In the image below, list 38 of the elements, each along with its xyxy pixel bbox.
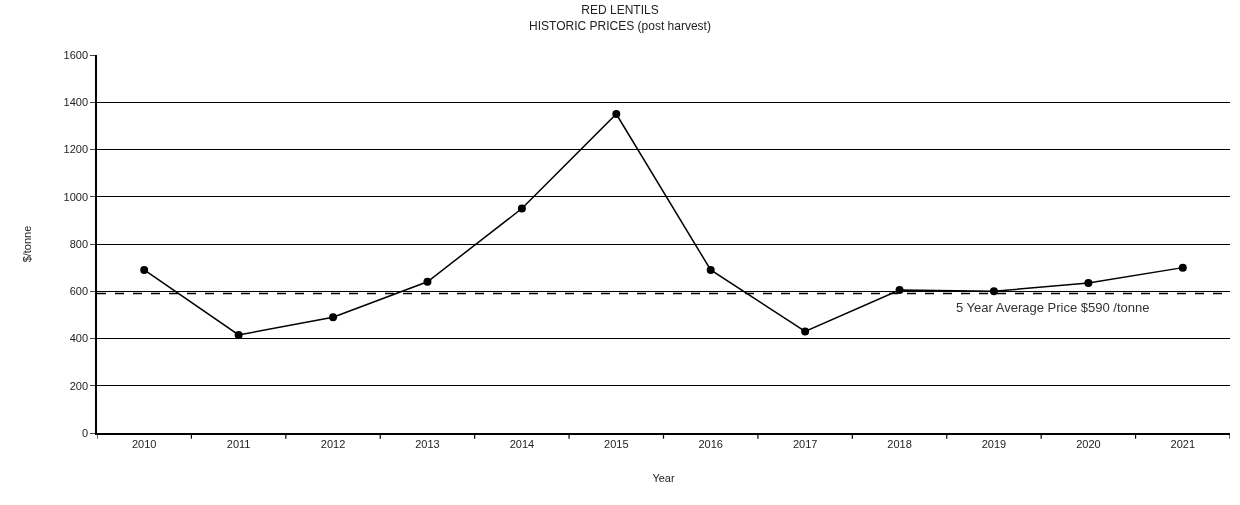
x-tick-label: 2018 xyxy=(887,437,912,450)
y-tick-label: 200 xyxy=(69,379,89,392)
y-tick-label: 1600 xyxy=(63,48,89,61)
ref-line-label: 5 Year Average Price $590 /tonne xyxy=(956,300,1150,315)
point xyxy=(234,330,243,339)
point xyxy=(140,265,149,274)
x-tick-label: 2015 xyxy=(604,437,629,450)
y-tick-label: 800 xyxy=(69,237,89,250)
y-tick-label: 1400 xyxy=(63,96,89,109)
x-tick-label: 2011 xyxy=(226,437,251,450)
chart-subtitle: HISTORIC PRICES (post harvest) xyxy=(529,19,711,33)
y-tick-label: 1200 xyxy=(63,143,89,156)
point xyxy=(989,287,998,296)
y-tick-label: 400 xyxy=(69,332,89,345)
x-tick-label: 2020 xyxy=(1076,437,1101,450)
x-tick-label: 2017 xyxy=(792,437,818,450)
y-tick-label: 0 xyxy=(81,426,89,439)
chart-title: RED LENTILS xyxy=(581,3,659,18)
point xyxy=(1084,278,1093,287)
point xyxy=(423,277,432,286)
point xyxy=(801,327,810,336)
x-tick-label: 2021 xyxy=(1170,437,1196,450)
x-tick-label: 2014 xyxy=(509,437,535,450)
y-tick-label: 1000 xyxy=(63,190,89,203)
x-tick-label: 2012 xyxy=(320,437,346,450)
point xyxy=(1178,263,1187,272)
x-axis-title: Year xyxy=(652,471,675,484)
point xyxy=(706,265,715,274)
x-tick-label: 2010 xyxy=(131,437,157,450)
point xyxy=(329,313,338,322)
x-tick-label: 2016 xyxy=(698,437,723,450)
point xyxy=(517,204,526,213)
y-tick-label: 600 xyxy=(69,285,89,298)
point xyxy=(612,110,621,119)
x-tick-label: 2019 xyxy=(981,437,1007,450)
x-tick-label: 2013 xyxy=(415,437,440,450)
y-axis-title: $/tonne xyxy=(20,225,33,263)
point xyxy=(895,286,904,295)
